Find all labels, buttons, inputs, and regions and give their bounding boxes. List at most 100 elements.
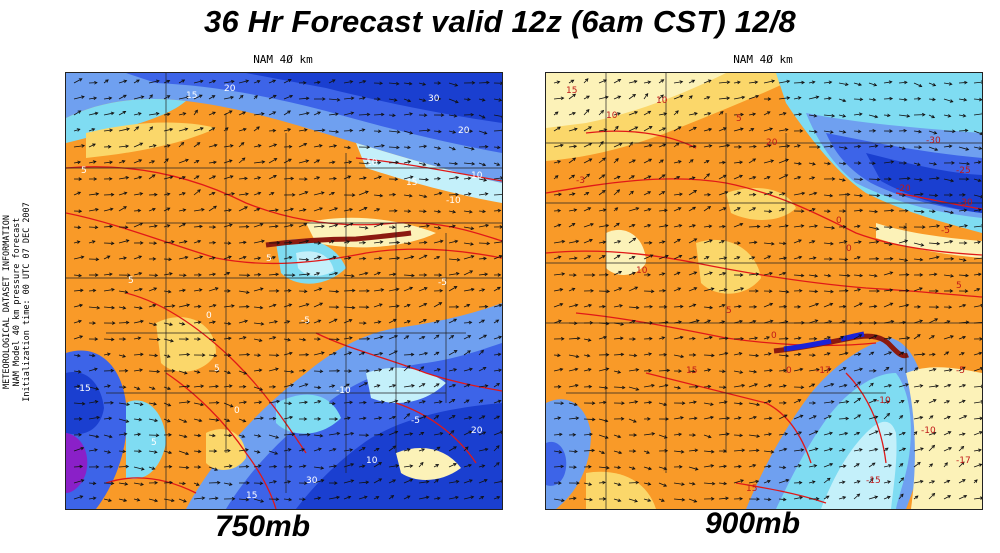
wind-arrow-head — [755, 94, 760, 99]
wind-arrow-head — [305, 257, 310, 262]
wind-arrow-shaft — [778, 414, 788, 420]
wind-arrow-shaft — [928, 318, 938, 324]
wind-arrow-head — [661, 272, 666, 276]
wind-arrow-shaft — [898, 240, 908, 244]
wind-arrow-shaft — [793, 274, 804, 277]
wind-arrow-shaft — [853, 194, 863, 197]
contour-label: 20 — [471, 426, 483, 436]
wind-arrow-head — [423, 144, 428, 149]
wind-arrow-head — [361, 351, 366, 356]
wind-arrow-shaft — [298, 209, 306, 212]
wind-arrow-head — [213, 205, 217, 210]
wind-arrow-shaft — [418, 241, 427, 244]
wind-arrow-shaft — [718, 174, 727, 180]
isotherms-900 — [546, 130, 982, 504]
wind-arrow-shaft — [883, 367, 890, 372]
wind-arrow-head — [366, 112, 371, 117]
wind-arrow-shaft — [718, 465, 727, 468]
wind-arrow-shaft — [658, 209, 668, 212]
wind-arrow-head — [317, 80, 321, 85]
wind-arrow-head — [228, 482, 233, 486]
wind-arrow-head — [572, 433, 577, 437]
wind-arrow-head — [798, 480, 803, 485]
wind-arrow-head — [750, 128, 755, 132]
wind-arrow-head — [186, 352, 191, 357]
wind-arrow-head — [288, 240, 293, 245]
wind-arrow-shaft — [208, 287, 219, 292]
wind-arrow-shaft — [943, 447, 952, 452]
wind-arrow-head — [783, 414, 788, 418]
wind-arrow-head — [495, 319, 500, 323]
wind-arrow-head — [605, 352, 610, 357]
wind-arrow-shaft — [643, 110, 651, 116]
wind-arrow-head — [365, 190, 369, 194]
wind-arrow-head — [963, 241, 968, 245]
wind-arrow-shaft — [343, 432, 354, 436]
wind-arrow-head — [497, 273, 502, 277]
wind-arrow-shaft — [388, 146, 400, 148]
wind-arrow-head — [678, 254, 683, 259]
wind-arrow-shaft — [673, 482, 685, 485]
wind-arrow-head — [301, 448, 306, 452]
wind-arrow-shaft — [343, 480, 354, 484]
wind-arrow-head — [392, 445, 397, 449]
wind-arrow-head — [782, 241, 787, 246]
wind-arrow-head — [962, 384, 967, 388]
wind-arrow-shaft — [283, 416, 293, 420]
wind-arrow-shaft — [193, 321, 201, 324]
wind-arrow-shaft — [208, 434, 216, 437]
wind-arrow-shaft — [403, 146, 411, 148]
wind-arrow-head — [574, 303, 579, 308]
wind-arrow-head — [914, 495, 919, 499]
wind-arrow-shaft — [448, 258, 460, 261]
wind-arrow-head — [964, 224, 968, 228]
wind-arrow-shaft — [763, 272, 773, 276]
wind-arrow-shaft — [343, 417, 351, 420]
wind-arrow-head — [857, 381, 862, 385]
wind-arrow-shaft — [943, 351, 949, 356]
wind-arrow-head — [559, 367, 564, 372]
wind-arrow-shaft — [613, 126, 619, 132]
wind-arrow-shaft — [658, 191, 665, 196]
wind-arrow-shaft — [223, 209, 232, 212]
wind-arrow-shaft — [568, 257, 578, 260]
wind-arrow-shaft — [478, 98, 485, 101]
wind-arrow-head — [257, 256, 262, 261]
wind-arrow-shaft — [88, 240, 96, 244]
wind-arrow-shaft — [328, 465, 337, 468]
wind-arrow-shaft — [328, 207, 338, 212]
wind-arrow-head — [617, 498, 622, 503]
wind-arrow-head — [407, 160, 412, 164]
wind-vector-arrows-750 — [73, 78, 502, 503]
wind-arrow-shaft — [463, 304, 470, 308]
wind-arrow-head — [317, 241, 322, 245]
wind-arrow-shaft — [883, 481, 891, 484]
level-label-900: 900mb — [705, 507, 801, 540]
wind-arrow-shaft — [178, 304, 190, 308]
wind-arrow-head — [591, 401, 596, 405]
wind-arrow-shaft — [838, 178, 846, 181]
wind-arrow-head — [572, 93, 577, 98]
wind-arrow-head — [692, 353, 697, 357]
wind-arrow-head — [257, 464, 262, 468]
wind-arrow-head — [830, 383, 835, 387]
wind-arrow-head — [336, 98, 341, 102]
wind-arrow-head — [813, 129, 818, 134]
wind-arrow-head — [572, 111, 576, 116]
wind-arrow-head — [348, 319, 353, 323]
wind-arrow-head — [827, 209, 831, 213]
wind-arrow-head — [305, 111, 310, 116]
wind-arrow-head — [406, 448, 411, 452]
wind-arrow-shaft — [748, 480, 759, 484]
wind-arrow-head — [709, 335, 713, 340]
wind-arrow-shaft — [358, 226, 368, 229]
wind-arrow-shaft — [328, 432, 340, 436]
wind-arrow-shaft — [778, 272, 786, 276]
wind-arrow-head — [194, 109, 198, 114]
wind-arrow-head — [874, 144, 879, 148]
wind-arrow-shaft — [478, 496, 484, 500]
wind-arrow-shaft — [583, 143, 592, 148]
wind-arrow-head — [574, 449, 578, 454]
wind-arrow-head — [362, 96, 366, 100]
wind-arrow-head — [168, 464, 173, 469]
